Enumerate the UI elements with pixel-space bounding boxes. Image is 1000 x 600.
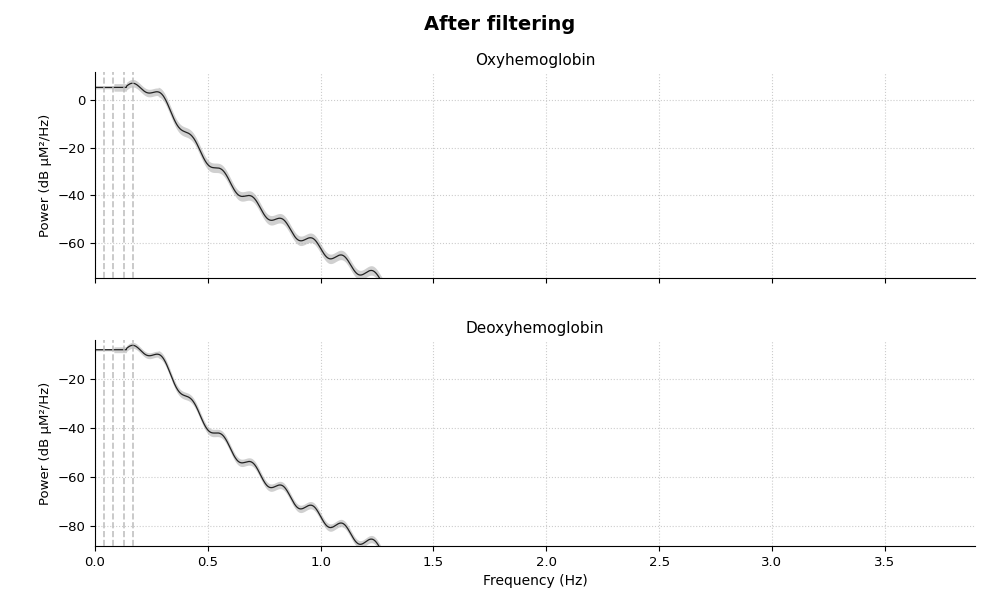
Title: Oxyhemoglobin: Oxyhemoglobin: [475, 53, 595, 68]
Title: Deoxyhemoglobin: Deoxyhemoglobin: [466, 321, 604, 336]
Text: After filtering: After filtering: [424, 15, 576, 34]
Y-axis label: Power (dB μM²/Hz): Power (dB μM²/Hz): [39, 382, 52, 505]
X-axis label: Frequency (Hz): Frequency (Hz): [483, 574, 587, 588]
Y-axis label: Power (dB μM²/Hz): Power (dB μM²/Hz): [39, 113, 52, 236]
